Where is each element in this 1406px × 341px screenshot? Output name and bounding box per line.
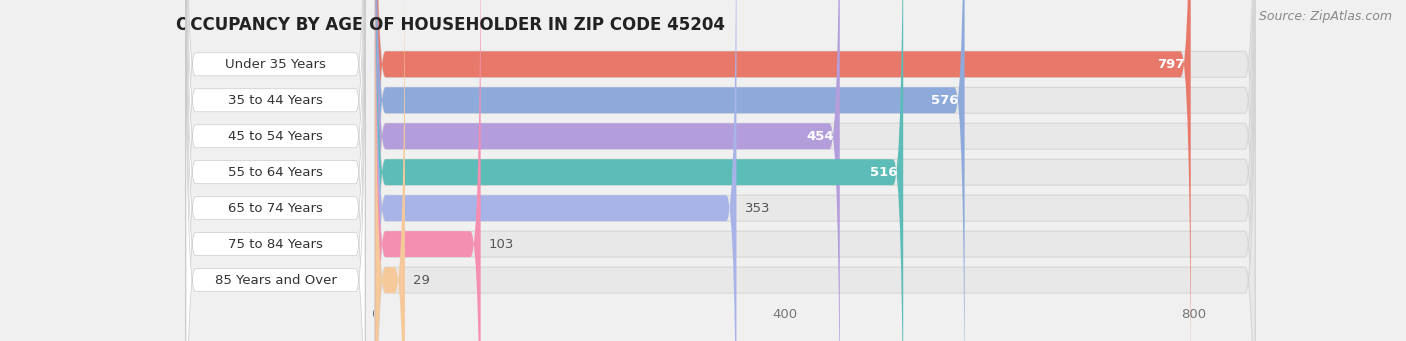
FancyBboxPatch shape: [375, 0, 1256, 341]
Text: 516: 516: [869, 166, 897, 179]
FancyBboxPatch shape: [186, 0, 366, 341]
Text: 75 to 84 Years: 75 to 84 Years: [228, 238, 323, 251]
FancyBboxPatch shape: [375, 0, 1256, 341]
Text: 35 to 44 Years: 35 to 44 Years: [228, 94, 323, 107]
Text: 103: 103: [489, 238, 515, 251]
Text: 55 to 64 Years: 55 to 64 Years: [228, 166, 323, 179]
FancyBboxPatch shape: [375, 0, 1256, 341]
FancyBboxPatch shape: [186, 0, 366, 341]
FancyBboxPatch shape: [375, 0, 1256, 341]
Text: 576: 576: [931, 94, 959, 107]
Text: 65 to 74 Years: 65 to 74 Years: [228, 202, 323, 215]
Text: 45 to 54 Years: 45 to 54 Years: [228, 130, 323, 143]
FancyBboxPatch shape: [375, 0, 1256, 341]
FancyBboxPatch shape: [186, 0, 366, 341]
Text: Source: ZipAtlas.com: Source: ZipAtlas.com: [1258, 10, 1392, 23]
FancyBboxPatch shape: [375, 0, 1256, 341]
FancyBboxPatch shape: [375, 0, 903, 341]
Text: 353: 353: [745, 202, 770, 215]
Text: 797: 797: [1157, 58, 1185, 71]
FancyBboxPatch shape: [186, 0, 366, 341]
Text: OCCUPANCY BY AGE OF HOUSEHOLDER IN ZIP CODE 45204: OCCUPANCY BY AGE OF HOUSEHOLDER IN ZIP C…: [176, 16, 724, 34]
Text: 29: 29: [413, 273, 430, 286]
Text: 454: 454: [806, 130, 834, 143]
FancyBboxPatch shape: [186, 0, 366, 341]
FancyBboxPatch shape: [375, 0, 737, 341]
FancyBboxPatch shape: [186, 0, 366, 341]
Text: 85 Years and Over: 85 Years and Over: [215, 273, 336, 286]
FancyBboxPatch shape: [375, 0, 481, 341]
FancyBboxPatch shape: [186, 0, 366, 341]
FancyBboxPatch shape: [375, 0, 965, 341]
Text: Under 35 Years: Under 35 Years: [225, 58, 326, 71]
FancyBboxPatch shape: [375, 0, 839, 341]
FancyBboxPatch shape: [375, 0, 1191, 341]
FancyBboxPatch shape: [375, 0, 405, 341]
FancyBboxPatch shape: [375, 0, 1256, 341]
